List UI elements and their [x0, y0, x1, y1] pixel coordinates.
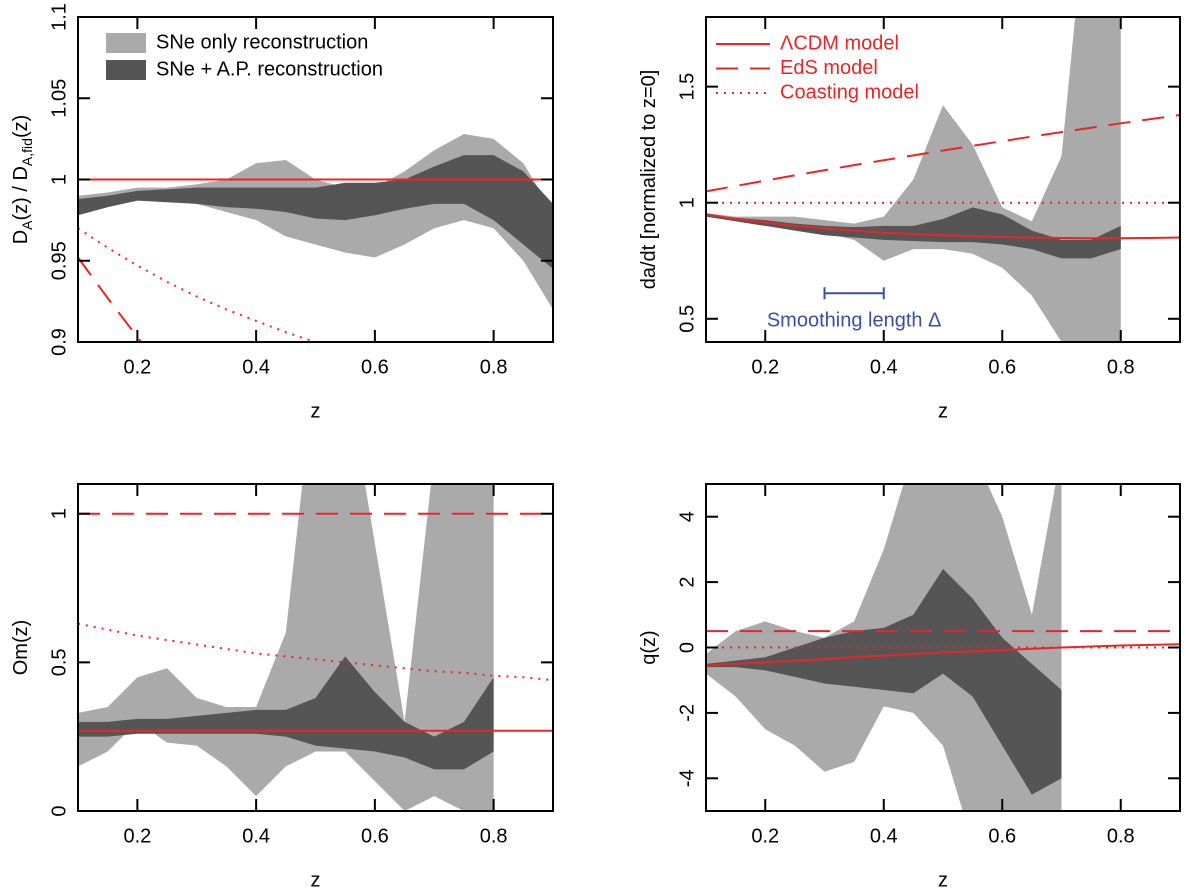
y-axis-label-part: (z) — [10, 115, 32, 138]
y-tick-label: 4 — [676, 511, 698, 522]
y-tick-label: 0.9 — [48, 328, 70, 356]
plot-area — [706, 484, 1180, 811]
y-axis-label-part: q(z) — [638, 630, 660, 664]
x-tick-label: 0.6 — [988, 825, 1016, 847]
x-axis-label: z — [938, 400, 948, 422]
x-tick-label: 0.6 — [361, 825, 389, 847]
y-axis-label-part: da/dt [normalized to z=0] — [638, 70, 660, 290]
y-tick-label: 1 — [676, 197, 698, 208]
model-line — [706, 113, 1180, 193]
y-tick-label: 0.5 — [676, 305, 698, 333]
y-tick-label: 0.95 — [48, 241, 70, 280]
x-tick-label: 0.6 — [988, 356, 1016, 378]
y-tick-label: 0 — [676, 642, 698, 653]
y-axis-label-part: A — [19, 220, 35, 230]
plot-area — [78, 484, 553, 811]
x-tick-label: 0.4 — [242, 356, 270, 378]
y-tick-label: 0.5 — [48, 648, 70, 676]
y-axis-label-part: (z) / D — [10, 166, 32, 220]
y-tick-label: 1.1 — [48, 3, 70, 31]
panel: 0.2 0.4 0.6 0.8 0 0.5 1 z Om(z) — [10, 483, 554, 891]
x-tick-label: 0.8 — [480, 825, 508, 847]
x-tick-label: 0.8 — [1107, 825, 1135, 847]
band — [78, 656, 494, 770]
band — [706, 569, 1062, 795]
y-tick-label: 0 — [48, 805, 70, 816]
y-axis-label-part: Om(z) — [10, 620, 32, 676]
legend-swatch — [106, 60, 146, 80]
band — [706, 207, 1121, 259]
plot-area — [706, 17, 1180, 342]
y-tick-label: 1.05 — [48, 79, 70, 118]
y-axis-label: q(z) — [638, 630, 660, 664]
legend-swatch — [106, 33, 146, 53]
x-tick-label: 0.2 — [751, 825, 779, 847]
legend-label: SNe + A.P. reconstruction — [156, 58, 383, 80]
y-tick-label: -2 — [676, 704, 698, 722]
y-tick-label: 1 — [48, 508, 70, 519]
y-tick-label: 1 — [48, 174, 70, 185]
model-line — [706, 213, 1180, 240]
legend-label: Coasting model — [780, 81, 919, 103]
x-axis-label: z — [311, 869, 321, 891]
y-axis-label: Om(z) — [10, 620, 32, 676]
legend-label: SNe only reconstruction — [156, 31, 368, 53]
y-tick-label: 2 — [676, 577, 698, 588]
annotation-text: Smoothing length Δ — [767, 310, 942, 332]
x-axis-label: z — [311, 400, 321, 422]
y-tick-label: 1.5 — [676, 73, 698, 101]
y-axis-label: DA(z) / DA,fid(z) — [10, 115, 34, 245]
panel: 0.2 0.4 0.6 0.8 0.9 0.95 1 1.05 1.1 z DA(z) / DA,f… — [10, 3, 554, 422]
y-axis-label: da/dt [normalized to z=0] — [638, 70, 660, 290]
x-tick-label: 0.6 — [361, 356, 389, 378]
x-tick-label: 0.8 — [480, 356, 508, 378]
model-line — [706, 643, 1180, 667]
y-tick-label: -4 — [676, 769, 698, 787]
y-axis-label-part: A,fid — [19, 138, 35, 166]
y-axis-label-part: D — [10, 230, 32, 244]
legend-label: EdS model — [780, 57, 878, 79]
plot-frame — [77, 483, 554, 812]
plot-area — [78, 134, 553, 342]
legend-label: ΛCDM model — [780, 32, 899, 54]
model-line — [78, 622, 553, 682]
band — [78, 155, 553, 269]
x-tick-label: 0.2 — [123, 825, 151, 847]
x-tick-label: 0.4 — [870, 825, 898, 847]
x-tick-label: 0.4 — [870, 356, 898, 378]
x-tick-label: 0.2 — [123, 356, 151, 378]
panel: 0.2 0.4 0.6 0.8 -4 -2 0 2 4 z q(z) — [638, 483, 1181, 891]
x-tick-label: 0.8 — [1107, 356, 1135, 378]
plot-frame — [705, 16, 1181, 343]
x-tick-label: 0.2 — [751, 356, 779, 378]
panel: 0.2 0.4 0.6 0.8 0.5 1 1.5 z da/dt [normalized to… — [638, 16, 1181, 422]
x-axis-label: z — [938, 869, 948, 891]
band — [706, 17, 1121, 342]
x-tick-label: 0.4 — [242, 825, 270, 847]
